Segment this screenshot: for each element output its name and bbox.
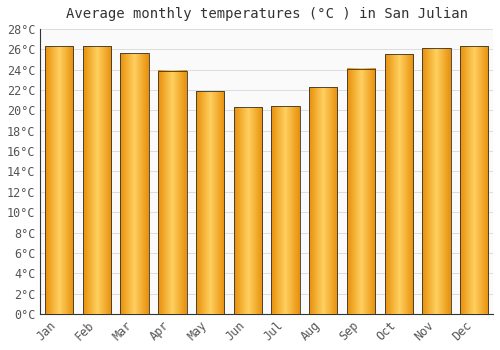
Bar [234, 107, 262, 314]
Bar [422, 48, 450, 314]
Bar [309, 87, 338, 314]
Bar [272, 106, 299, 314]
Title: Average monthly temperatures (°C ) in San Julian: Average monthly temperatures (°C ) in Sa… [66, 7, 468, 21]
Bar [83, 46, 111, 314]
Bar [158, 71, 186, 314]
Bar [120, 54, 149, 314]
Bar [460, 46, 488, 314]
Bar [196, 91, 224, 314]
Bar [45, 46, 74, 314]
Bar [347, 69, 375, 314]
Bar [384, 55, 413, 314]
